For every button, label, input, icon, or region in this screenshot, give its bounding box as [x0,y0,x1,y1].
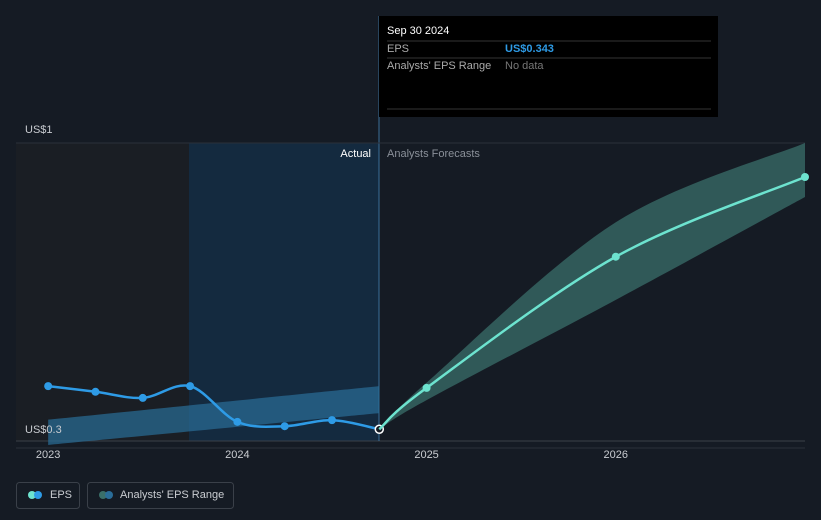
eps-point [422,383,431,392]
eps-point [327,416,336,425]
eps-point [186,382,195,391]
range-band [48,386,380,445]
eps-point [91,387,100,396]
tooltip-key: EPS [387,43,409,55]
legend-label: Analysts' EPS Range [120,489,224,501]
legend-swatch [99,491,107,499]
tooltip-key: Analysts' EPS Range [387,60,491,72]
actual-label: Actual [340,148,371,160]
tooltip [379,16,718,117]
eps-point [801,172,809,181]
forecast-label: Analysts Forecasts [387,148,480,160]
legend-swatch [34,491,42,499]
eps-point [138,393,147,402]
x-tick-label: 2024 [225,449,249,461]
eps-point [233,417,242,426]
eps-point [280,422,289,431]
legend-item[interactable] [87,482,234,509]
eps-line [378,175,806,431]
tooltip-date: Sep 30 2024 [387,25,449,37]
eps-point [611,252,620,261]
legend-swatch [28,491,36,499]
legend-label: EPS [50,489,72,501]
legend-item[interactable] [16,482,80,509]
x-tick-label: 2025 [414,449,438,461]
y-tick-label: US$1 [25,124,53,136]
x-tick-label: 2023 [36,449,60,461]
plot [16,142,809,449]
past-shade [16,143,189,441]
tooltip-value: No data [505,60,544,72]
range-band [379,143,805,430]
legend-swatch [105,491,113,499]
x-tick-label: 2026 [604,449,628,461]
y-tick-label: US$0.3 [25,424,62,436]
eps-point [44,382,53,391]
tooltip-value: US$0.343 [505,43,554,55]
